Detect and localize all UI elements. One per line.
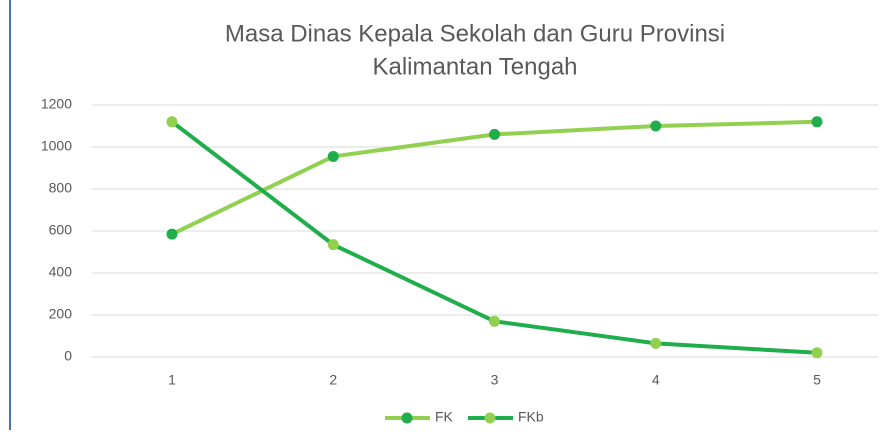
y-tick-label: 400 (49, 264, 73, 280)
legend-label: FK (435, 409, 454, 425)
chart-title: Masa Dinas Kepala Sekolah dan Guru Provi… (225, 20, 725, 47)
data-point (327, 150, 339, 162)
data-point (489, 315, 500, 327)
data-point (650, 337, 662, 349)
data-point (166, 116, 178, 128)
legend-marker (401, 412, 413, 424)
x-tick-label: 5 (813, 372, 821, 388)
legend-label: FKb (518, 409, 544, 425)
data-point (811, 347, 823, 359)
data-point (327, 239, 339, 251)
data-point (166, 228, 178, 240)
x-tick-label: 3 (491, 372, 499, 388)
y-tick-label: 1200 (41, 96, 72, 112)
y-tick-label: 200 (49, 306, 73, 322)
x-tick-label: 2 (329, 372, 337, 388)
data-point (489, 128, 500, 140)
y-tick-label: 0 (64, 348, 72, 364)
data-point (650, 120, 662, 132)
y-tick-label: 1000 (41, 138, 72, 154)
x-tick-label: 4 (652, 372, 660, 388)
data-point (811, 116, 823, 128)
y-tick-label: 600 (49, 222, 73, 238)
chart-title: Kalimantan Tengah (372, 53, 577, 80)
x-tick-label: 1 (168, 372, 176, 388)
legend-marker (484, 412, 496, 424)
y-tick-label: 800 (49, 180, 73, 196)
